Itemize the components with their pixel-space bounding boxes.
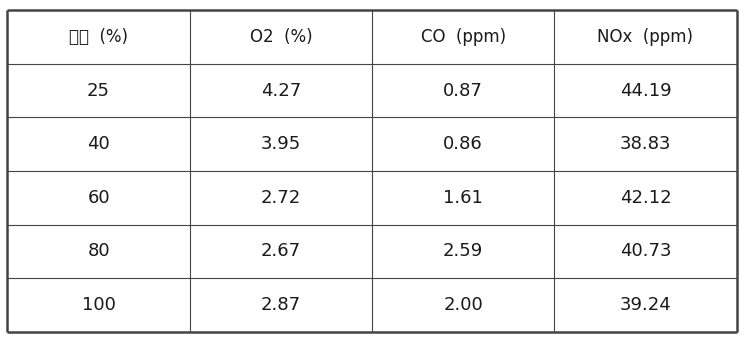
Text: 0.86: 0.86 <box>443 135 483 153</box>
Text: 2.72: 2.72 <box>260 189 301 207</box>
Text: 2.59: 2.59 <box>443 242 484 260</box>
Text: 100: 100 <box>82 296 115 314</box>
Text: 4.27: 4.27 <box>260 82 301 100</box>
Text: 80: 80 <box>87 242 110 260</box>
Text: 2.67: 2.67 <box>261 242 301 260</box>
Text: 39.24: 39.24 <box>620 296 671 314</box>
Text: 40.73: 40.73 <box>620 242 671 260</box>
Text: O2  (%): O2 (%) <box>249 28 312 46</box>
Text: 1.61: 1.61 <box>443 189 483 207</box>
Text: 38.83: 38.83 <box>620 135 671 153</box>
Text: CO  (ppm): CO (ppm) <box>420 28 506 46</box>
Text: 2.87: 2.87 <box>261 296 301 314</box>
Text: 40: 40 <box>87 135 110 153</box>
Text: 44.19: 44.19 <box>620 82 671 100</box>
Text: NOx  (ppm): NOx (ppm) <box>597 28 693 46</box>
Text: 0.87: 0.87 <box>443 82 483 100</box>
Text: 3.95: 3.95 <box>260 135 301 153</box>
Text: 25: 25 <box>87 82 110 100</box>
Text: 2.00: 2.00 <box>443 296 483 314</box>
Text: 60: 60 <box>87 189 110 207</box>
Text: 42.12: 42.12 <box>620 189 671 207</box>
Text: 부하  (%): 부하 (%) <box>69 28 128 46</box>
